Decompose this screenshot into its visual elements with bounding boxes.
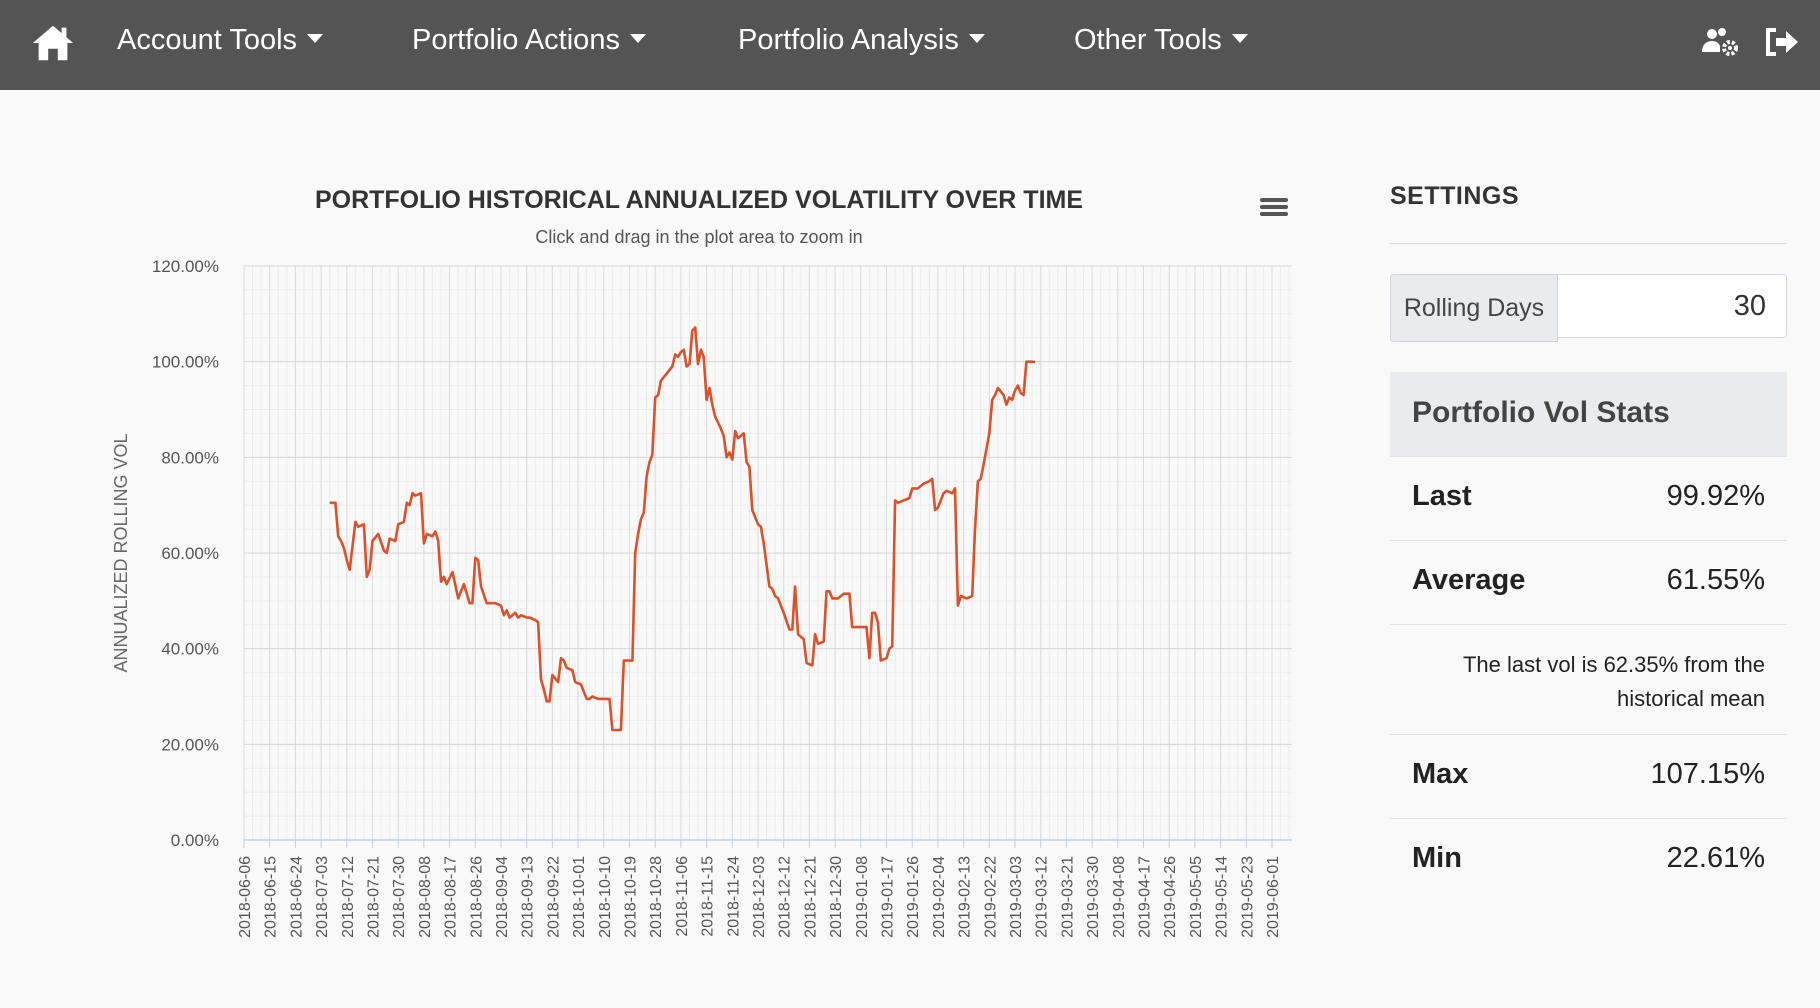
x-tick-label: 2018-08-26 <box>468 856 485 938</box>
x-axis-ticks: 2018-06-06 2018-06-15 2018-06-24 2018-07-03… <box>237 840 1282 938</box>
x-tick-label: 2018-10-10 <box>597 856 614 938</box>
rolling-days-group: Rolling Days <box>1390 274 1787 342</box>
x-tick-label: 2018-12-03 <box>751 856 768 938</box>
x-tick-label: 2019-02-22 <box>982 856 999 938</box>
x-tick-label: 2018-12-12 <box>777 856 794 938</box>
chart-menu-button[interactable] <box>1258 195 1290 223</box>
x-tick-label: 2019-03-21 <box>1059 856 1076 938</box>
vol-stats-title: Portfolio Vol Stats <box>1412 396 1670 429</box>
series-line <box>329 326 1036 732</box>
stat-min-label: Min <box>1412 842 1462 874</box>
x-tick-label: 2018-11-24 <box>725 856 742 937</box>
x-tick-label: 2019-01-17 <box>880 856 897 938</box>
x-tick-label: 2018-10-01 <box>571 856 588 938</box>
y-tick-label: 100.00% <box>152 353 219 372</box>
x-tick-label: 2018-06-24 <box>288 856 305 938</box>
caret-down-icon <box>629 33 646 43</box>
x-tick-label: 2018-12-30 <box>828 856 845 938</box>
nav-other-tools-label: Other Tools <box>1074 24 1222 56</box>
x-tick-label: 2019-05-05 <box>1188 856 1205 938</box>
divider <box>1390 243 1787 244</box>
y-tick-label: 80.00% <box>161 448 219 467</box>
x-tick-label: 2018-11-06 <box>674 856 691 937</box>
x-tick-label: 2019-04-08 <box>1111 856 1128 938</box>
y-axis-ticks: 0.00% 20.00% 40.00% 60.00% 80.00% 100.00% 120.… <box>152 257 219 850</box>
y-tick-label: 20.00% <box>161 735 219 754</box>
x-tick-label: 2018-10-28 <box>648 856 665 938</box>
y-axis-label: ANNUALIZED ROLLING VOL <box>111 433 131 672</box>
x-tick-label: 2018-12-21 <box>802 856 819 938</box>
x-tick-label: 2018-09-04 <box>494 856 511 938</box>
nav-portfolio-actions[interactable]: Portfolio Actions <box>412 0 646 80</box>
stat-last-label: Last <box>1412 480 1472 512</box>
sign-out-icon[interactable] <box>1762 24 1802 60</box>
caret-down-icon <box>307 33 324 43</box>
y-tick-label: 60.00% <box>161 544 219 563</box>
stat-row-average: Average 61.55% <box>1390 542 1787 625</box>
stat-row-last: Last 99.92% <box>1390 458 1787 541</box>
x-tick-label: 2018-09-22 <box>545 856 562 938</box>
settings-title: SETTINGS <box>1390 182 1520 210</box>
x-tick-label: 2019-01-26 <box>905 856 922 938</box>
x-tick-label: 2018-09-13 <box>520 856 537 938</box>
chart-grid <box>243 265 1292 841</box>
chart-subtitle: Click and drag in the plot area to zoom … <box>535 227 862 247</box>
nav-portfolio-analysis[interactable]: Portfolio Analysis <box>738 0 985 80</box>
nav-portfolio-analysis-label: Portfolio Analysis <box>738 24 959 56</box>
x-tick-label: 2019-02-04 <box>931 856 948 938</box>
top-navbar: Account Tools Portfolio Actions Portfoli… <box>0 0 1820 90</box>
x-tick-label: 2018-07-30 <box>391 856 408 938</box>
x-tick-label: 2019-06-01 <box>1265 856 1282 938</box>
nav-account-tools-label: Account Tools <box>117 24 298 56</box>
chart-title: PORTFOLIO HISTORICAL ANNUALIZED VOLATILI… <box>315 186 1083 214</box>
x-tick-label: 2018-10-19 <box>623 856 640 938</box>
x-tick-label: 2019-02-13 <box>957 856 974 938</box>
x-tick-label: 2018-07-21 <box>366 856 383 938</box>
users-cog-icon[interactable] <box>1700 24 1740 60</box>
caret-down-icon <box>968 33 985 43</box>
nav-other-tools[interactable]: Other Tools <box>1074 0 1248 80</box>
x-tick-label: 2018-06-06 <box>237 856 254 938</box>
x-tick-label: 2018-06-15 <box>263 856 280 938</box>
vol-stats-header: Portfolio Vol Stats <box>1390 372 1787 457</box>
x-tick-label: 2018-07-03 <box>314 856 331 938</box>
x-tick-label: 2019-04-17 <box>1137 856 1154 938</box>
stat-note-text: The last vol is 62.35% from the historic… <box>1462 652 1765 711</box>
x-tick-label: 2018-11-15 <box>700 856 717 937</box>
y-tick-label: 40.00% <box>161 640 219 659</box>
stat-max-value: 107.15% <box>1650 758 1766 790</box>
stat-max-label: Max <box>1412 758 1469 790</box>
stat-note: The last vol is 62.35% from the historic… <box>1390 626 1787 735</box>
x-tick-label: 2019-05-14 <box>1214 856 1231 938</box>
volatility-chart[interactable]: PORTFOLIO HISTORICAL ANNUALIZED VOLATILI… <box>0 150 1330 1000</box>
caret-down-icon <box>1231 33 1248 43</box>
stat-average-value: 61.55% <box>1666 564 1765 596</box>
stat-min-value: 22.61% <box>1666 842 1765 874</box>
y-tick-label: 120.00% <box>152 257 219 276</box>
home-icon[interactable] <box>30 20 76 66</box>
nav-account-tools[interactable]: Account Tools <box>117 0 324 80</box>
stat-row-max: Max 107.15% <box>1390 736 1787 819</box>
x-tick-label: 2019-04-26 <box>1162 856 1179 938</box>
x-tick-label: 2018-07-12 <box>340 856 357 938</box>
x-tick-label: 2018-08-17 <box>443 856 460 938</box>
x-tick-label: 2019-05-23 <box>1239 856 1256 938</box>
rolling-days-input[interactable] <box>1558 274 1787 338</box>
x-tick-label: 2019-01-08 <box>854 856 871 938</box>
rolling-days-label: Rolling Days <box>1390 274 1558 342</box>
stat-last-value: 99.92% <box>1666 480 1765 512</box>
stat-average-label: Average <box>1412 564 1526 596</box>
chart-svg[interactable]: PORTFOLIO HISTORICAL ANNUALIZED VOLATILI… <box>0 150 1330 1000</box>
y-tick-label: 0.00% <box>171 831 219 850</box>
x-tick-label: 2019-03-12 <box>1034 856 1051 938</box>
x-tick-label: 2019-03-03 <box>1008 856 1025 938</box>
x-tick-label: 2019-03-30 <box>1085 856 1102 938</box>
stat-row-min: Min 22.61% <box>1390 820 1787 902</box>
x-tick-label: 2018-08-08 <box>417 856 434 938</box>
nav-portfolio-actions-label: Portfolio Actions <box>412 24 620 56</box>
